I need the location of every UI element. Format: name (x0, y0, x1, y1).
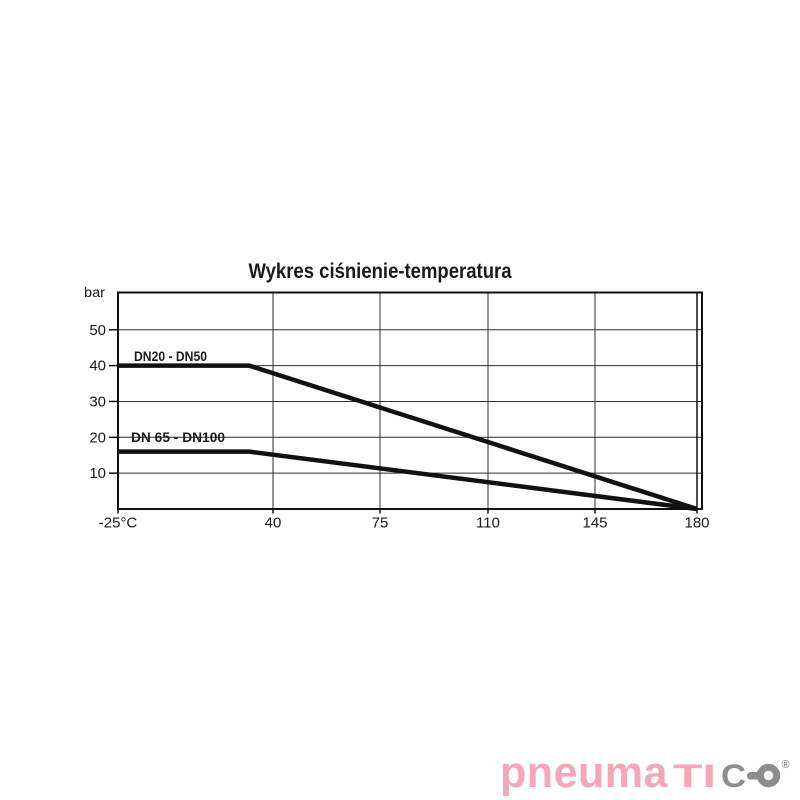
logo-registered-mark: ® (782, 759, 790, 771)
logo-text-c: C (721, 758, 746, 794)
series-label-2: DN 65 - DN100 (131, 429, 225, 445)
x-tick-label: 110 (476, 515, 500, 532)
logo-text-pneuma: pneuma (500, 751, 668, 797)
y-tick-label: 20 (89, 429, 106, 446)
x-tick-label: -25°C (99, 515, 138, 532)
series-line-1 (118, 363, 698, 512)
y-tick-label: 30 (89, 393, 106, 410)
logo-text-ti: TI (673, 758, 716, 794)
pressure-temperature-chart: 50 40 30 20 10 -25°C 40 75 110 145 180 DN20 - DN50 D… (84, 260, 710, 532)
series-line-2 (118, 449, 698, 512)
x-tick-label: 40 (265, 515, 282, 532)
chart-title: Wykres ciśnienie-temperatura (249, 260, 512, 283)
x-tick-label: 180 (684, 515, 709, 532)
logo-letter-o-icon (756, 763, 781, 788)
plot-border (117, 291, 703, 510)
y-tick-label: 50 (89, 322, 106, 339)
x-tick-label: 145 (582, 515, 607, 532)
series-label-1: DN20 - DN50 (134, 348, 207, 364)
y-tick-label: 10 (89, 465, 106, 482)
y-tick-label: 40 (89, 358, 106, 375)
pneumatico-logo: pneuma TI C ® (500, 751, 790, 797)
x-tick-label: 75 (372, 515, 389, 532)
y-axis-unit-label: bar (84, 284, 105, 300)
